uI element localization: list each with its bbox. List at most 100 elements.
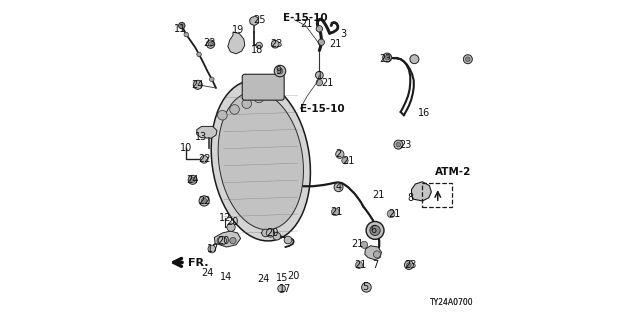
Text: 5: 5 bbox=[362, 282, 369, 292]
Text: 11: 11 bbox=[174, 24, 187, 34]
Circle shape bbox=[208, 245, 216, 253]
Text: 16: 16 bbox=[418, 108, 430, 118]
Circle shape bbox=[316, 71, 323, 79]
Bar bbox=[422, 183, 452, 207]
Circle shape bbox=[316, 26, 323, 32]
Text: 21: 21 bbox=[388, 209, 400, 219]
Text: 13: 13 bbox=[195, 132, 207, 142]
Text: 8: 8 bbox=[407, 193, 413, 203]
Text: 21: 21 bbox=[372, 189, 384, 200]
Circle shape bbox=[387, 210, 395, 218]
Text: 15: 15 bbox=[276, 273, 288, 283]
Text: 17: 17 bbox=[279, 284, 291, 294]
Text: FR.: FR. bbox=[188, 258, 209, 268]
Circle shape bbox=[284, 236, 292, 244]
Text: 22: 22 bbox=[198, 196, 211, 206]
Circle shape bbox=[217, 237, 223, 244]
Circle shape bbox=[374, 251, 380, 258]
Text: 20: 20 bbox=[266, 228, 278, 238]
Circle shape bbox=[206, 40, 215, 48]
Text: 23: 23 bbox=[380, 54, 392, 64]
Text: 14: 14 bbox=[220, 272, 232, 282]
Text: 18: 18 bbox=[251, 45, 263, 55]
Polygon shape bbox=[250, 16, 259, 26]
Circle shape bbox=[218, 236, 227, 245]
Text: 21: 21 bbox=[322, 77, 334, 88]
Text: 21: 21 bbox=[329, 39, 341, 49]
Polygon shape bbox=[365, 246, 381, 260]
Circle shape bbox=[370, 225, 380, 236]
Circle shape bbox=[465, 57, 470, 61]
Circle shape bbox=[256, 42, 262, 49]
Text: 19: 19 bbox=[232, 25, 244, 36]
Circle shape bbox=[190, 177, 195, 182]
Circle shape bbox=[318, 39, 324, 45]
Text: 9: 9 bbox=[276, 66, 282, 76]
Circle shape bbox=[266, 229, 275, 237]
Text: 21: 21 bbox=[355, 260, 367, 270]
Text: 24: 24 bbox=[186, 175, 198, 185]
Circle shape bbox=[200, 156, 208, 163]
Circle shape bbox=[227, 223, 236, 231]
Circle shape bbox=[242, 99, 252, 108]
Ellipse shape bbox=[211, 80, 310, 241]
Text: 20: 20 bbox=[217, 236, 229, 246]
Text: 22: 22 bbox=[198, 154, 211, 164]
Circle shape bbox=[385, 55, 389, 60]
Text: 2: 2 bbox=[335, 149, 342, 159]
Circle shape bbox=[342, 157, 348, 164]
Ellipse shape bbox=[218, 92, 303, 230]
Text: 10: 10 bbox=[180, 143, 192, 153]
Text: E-15-10: E-15-10 bbox=[300, 104, 345, 114]
Text: 6: 6 bbox=[371, 225, 377, 235]
Circle shape bbox=[410, 55, 419, 64]
FancyBboxPatch shape bbox=[243, 74, 284, 100]
Text: 21: 21 bbox=[351, 239, 364, 249]
Text: 12: 12 bbox=[219, 213, 232, 223]
Circle shape bbox=[362, 283, 371, 292]
Text: 23: 23 bbox=[270, 39, 283, 49]
Text: 21: 21 bbox=[342, 156, 354, 166]
Circle shape bbox=[197, 52, 201, 57]
Polygon shape bbox=[214, 231, 241, 247]
Text: 20: 20 bbox=[287, 271, 300, 281]
Circle shape bbox=[383, 53, 392, 62]
Circle shape bbox=[266, 87, 276, 97]
Text: 24: 24 bbox=[258, 274, 270, 284]
Circle shape bbox=[230, 105, 239, 114]
Circle shape bbox=[332, 208, 339, 216]
Text: E-15-10: E-15-10 bbox=[283, 12, 328, 23]
Circle shape bbox=[361, 241, 367, 248]
Circle shape bbox=[407, 263, 412, 267]
Circle shape bbox=[208, 42, 212, 46]
Circle shape bbox=[254, 93, 264, 103]
Circle shape bbox=[262, 229, 269, 237]
Text: 23: 23 bbox=[399, 140, 412, 150]
Circle shape bbox=[366, 221, 384, 239]
Circle shape bbox=[396, 142, 401, 147]
Circle shape bbox=[277, 68, 283, 74]
Polygon shape bbox=[197, 126, 217, 138]
Circle shape bbox=[210, 77, 214, 82]
Circle shape bbox=[463, 55, 472, 64]
Text: 21: 21 bbox=[300, 19, 312, 29]
Circle shape bbox=[201, 198, 207, 204]
Text: TY24A0700: TY24A0700 bbox=[430, 298, 474, 307]
Circle shape bbox=[356, 261, 362, 268]
Circle shape bbox=[188, 175, 197, 184]
Text: 23: 23 bbox=[204, 38, 216, 48]
Circle shape bbox=[193, 80, 202, 89]
Text: 3: 3 bbox=[340, 28, 347, 39]
Text: 1: 1 bbox=[317, 71, 324, 81]
Text: 20: 20 bbox=[227, 217, 239, 228]
Polygon shape bbox=[228, 32, 245, 54]
Circle shape bbox=[230, 237, 236, 244]
Text: 7: 7 bbox=[372, 260, 378, 270]
Circle shape bbox=[184, 32, 189, 37]
Polygon shape bbox=[412, 182, 431, 201]
Circle shape bbox=[199, 196, 209, 206]
Circle shape bbox=[404, 260, 413, 269]
Circle shape bbox=[334, 183, 343, 192]
Circle shape bbox=[271, 40, 279, 48]
Circle shape bbox=[336, 150, 344, 158]
